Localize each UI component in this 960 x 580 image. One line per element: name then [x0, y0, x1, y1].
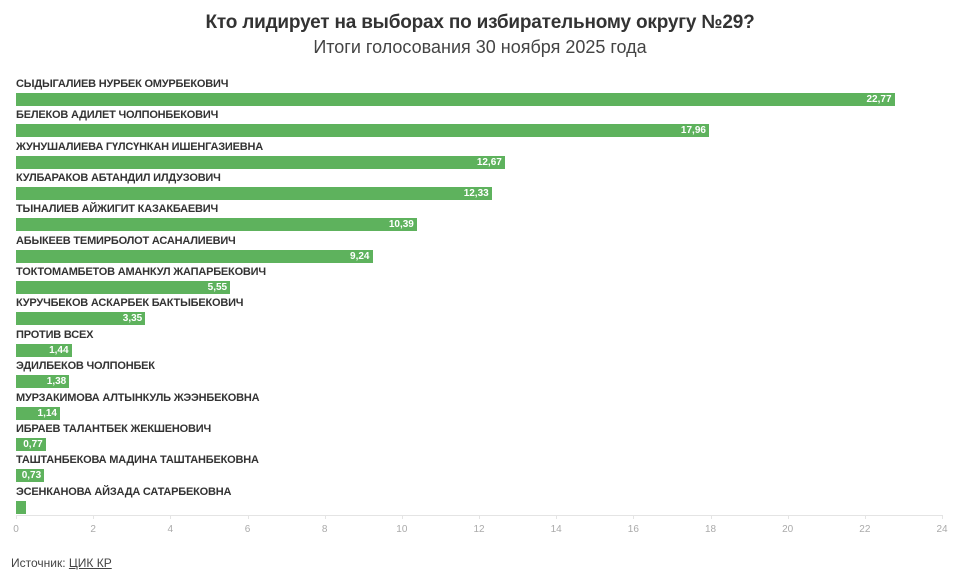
- bar-category-label: ТАШТАНБЕКОВА МАДИНА ТАШТАНБЕКОВНА: [16, 454, 259, 467]
- bar-category-label: БЕЛЕКОВ АДИЛЕТ ЧОЛПОНБЕКОВИЧ: [16, 109, 219, 122]
- bar-row: ТАШТАНБЕКОВА МАДИНА ТАШТАНБЕКОВНА 0,73: [16, 454, 942, 485]
- bar-row: КУЛБАРАКОВ АБТАНДИЛ ИЛДУЗОВИЧ 12,33: [16, 172, 942, 203]
- bar-row: БЕЛЕКОВ АДИЛЕТ ЧОЛПОНБЕКОВИЧ 17,96: [16, 109, 942, 140]
- bar[interactable]: [16, 500, 27, 514]
- bar[interactable]: 22,77: [16, 93, 895, 106]
- bar-value-label: 0,77: [23, 438, 43, 450]
- bar[interactable]: 9,24: [16, 249, 373, 263]
- bar-row: ЭДИЛБЕКОВ ЧОЛПОНБЕК 1,38: [16, 360, 942, 391]
- x-axis-tick: [710, 515, 712, 519]
- x-axis-tick-label: 18: [704, 524, 717, 535]
- source-prefix: Источник:: [11, 556, 69, 570]
- source-link[interactable]: ЦИК КР: [68, 556, 112, 570]
- bar-row: ЖУНУШАЛИЕВА ГҮЛСҮНКАН ИШЕНГАЗИЕВНА 12,67: [16, 141, 942, 172]
- bar-value-label: 1,44: [49, 344, 69, 356]
- x-axis-tick: [479, 515, 480, 519]
- x-axis-tick-label: 6: [244, 524, 251, 535]
- bar-value-label: 9,24: [350, 250, 370, 262]
- bar-category-label: АБЫКЕЕВ ТЕМИРБОЛОТ АСАНАЛИЕВИЧ: [16, 234, 236, 247]
- bar-chart-plot: СЫДЫГАЛИЕВ НУРБЕК ОМУРБЕКОВИЧ 22,77 БЕЛЕКО…: [16, 78, 942, 514]
- bar-row: СЫДЫГАЛИЕВ НУРБЕК ОМУРБЕКОВИЧ 22,77: [16, 78, 942, 109]
- bar-value-label: 0,73: [21, 470, 42, 482]
- x-axis-tick-label: 0: [13, 524, 19, 535]
- x-axis-tick: [942, 515, 943, 519]
- x-axis-tick: [324, 515, 326, 519]
- x-axis-tick-label: 12: [473, 524, 485, 535]
- x-axis-tick: [633, 515, 635, 519]
- x-axis-tick: [556, 515, 558, 519]
- x-axis-tick-label: 14: [550, 524, 562, 535]
- bar-category-label: ЭСЕНКАНОВА АЙЗАДА САТАРБЕКОВНА: [16, 485, 232, 498]
- bar-category-label: ТОКТОМАМБЕТОВ АМАНКУЛ ЖАПАРБЕКОВИЧ: [16, 266, 266, 279]
- bar[interactable]: 12,33: [16, 187, 492, 201]
- x-axis-tick-label: 8: [321, 524, 328, 535]
- bar-row: КУРУЧБЕКОВ АСКАРБЕК БАКТЫБЕКОВИЧ 3,35: [16, 297, 942, 328]
- bar[interactable]: 0,73: [16, 469, 45, 483]
- x-axis-tick: [864, 515, 866, 519]
- bar-row: ТОКТОМАМБЕТОВ АМАНКУЛ ЖАПАРБЕКОВИЧ 5,55: [16, 266, 942, 297]
- bar-category-label: ПРОТИВ ВСЕХ: [16, 328, 94, 341]
- bar-value-label: 1,38: [46, 376, 67, 388]
- bar-category-label: ТЫНАЛИЕВ АЙЖИГИТ КАЗАКБАЕВИЧ: [16, 203, 219, 216]
- bar-row: ЭСЕНКАНОВА АЙЗАДА САТАРБЕКОВНА: [16, 486, 942, 517]
- bar-category-label: МУРЗАКИМОВА АЛТЫНКУЛЬ ЖЭЭНБЕКОВНА: [16, 391, 260, 404]
- bar-value-label: 10,39: [388, 219, 414, 231]
- bar[interactable]: 12,67: [16, 155, 505, 169]
- bar-row: ИБРАЕВ ТАЛАНТБЕК ЖЕКШЕНОВИЧ 0,77: [16, 423, 942, 454]
- bar-category-label: ЭДИЛБЕКОВ ЧОЛПОНБЕК: [16, 360, 155, 373]
- bar-value-label: 3,35: [122, 313, 143, 325]
- x-axis-tick: [787, 515, 789, 519]
- bar[interactable]: 1,14: [16, 406, 60, 420]
- x-axis-tick: [247, 515, 249, 519]
- x-axis-tick-label: 2: [90, 524, 96, 535]
- source-note: Источник: ЦИК КР: [11, 556, 112, 570]
- bar-row: АБЫКЕЕВ ТЕМИРБОЛОТ АСАНАЛИЕВИЧ 9,24: [16, 235, 942, 266]
- bar-value-label: 12,67: [476, 156, 502, 168]
- x-axis-tick-label: 16: [627, 524, 639, 535]
- bar-category-label: КУЛБАРАКОВ АБТАНДИЛ ИЛДУЗОВИЧ: [16, 172, 221, 185]
- x-axis-tick-label: 10: [396, 524, 408, 535]
- bar[interactable]: 1,38: [16, 375, 70, 389]
- bar-value-label: 22,77: [866, 94, 892, 105]
- bar-row: ТЫНАЛИЕВ АЙЖИГИТ КАЗАКБАЕВИЧ 10,39: [16, 203, 942, 234]
- bar-row: ПРОТИВ ВСЕХ 1,44: [16, 329, 942, 360]
- x-axis-tick-label: 24: [936, 524, 948, 535]
- x-axis-tick-label: 22: [859, 524, 871, 535]
- x-axis-tick-label: 20: [782, 524, 794, 535]
- bar[interactable]: 10,39: [16, 218, 417, 232]
- bar-value-label: 1,14: [37, 407, 57, 419]
- bar-value-label: 5,55: [207, 282, 228, 294]
- bar[interactable]: 1,44: [16, 343, 72, 357]
- bar-category-label: СЫДЫГАЛИЕВ НУРБЕК ОМУРБЕКОВИЧ: [16, 78, 229, 90]
- x-axis-tick: [170, 515, 172, 519]
- bar[interactable]: 5,55: [16, 281, 231, 295]
- chart-title: Кто лидирует на выборах по избирательном…: [205, 12, 755, 33]
- x-axis-tick: [401, 515, 403, 519]
- bar-value-label: 12,33: [463, 188, 489, 200]
- bar-category-label: ИБРАЕВ ТАЛАНТБЕК ЖЕКШЕНОВИЧ: [16, 422, 211, 435]
- bar[interactable]: 3,35: [16, 312, 146, 326]
- x-axis-tick: [93, 515, 95, 519]
- bar-category-label: ЖУНУШАЛИЕВА ГҮЛСҮНКАН ИШЕНГАЗИЕВНА: [16, 140, 263, 153]
- bar-category-label: КУРУЧБЕКОВ АСКАРБЕК БАКТЫБЕКОВИЧ: [16, 297, 244, 310]
- bar[interactable]: 17,96: [16, 124, 709, 138]
- bar-row: МУРЗАКИМОВА АЛТЫНКУЛЬ ЖЭЭНБЕКОВНА 1,14: [16, 392, 942, 423]
- bar-value-label: 17,96: [680, 125, 706, 137]
- x-axis-tick-label: 4: [167, 524, 174, 535]
- chart-subtitle: Итоги голосования 30 ноября 2025 года: [313, 37, 647, 57]
- bar[interactable]: 0,77: [16, 437, 46, 451]
- x-axis-tick: [16, 515, 17, 519]
